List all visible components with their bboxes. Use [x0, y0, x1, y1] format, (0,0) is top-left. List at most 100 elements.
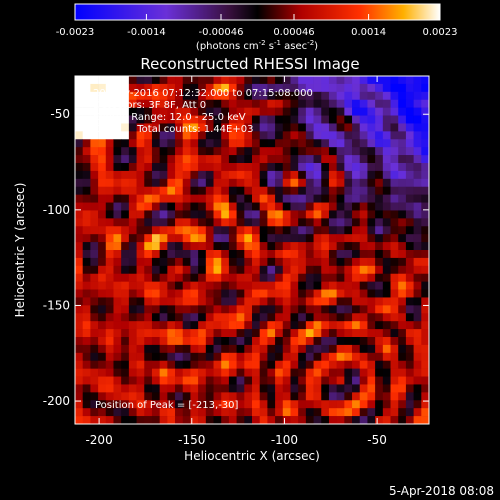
heatmap-image — [75, 76, 430, 425]
heatmap-cell — [182, 194, 191, 203]
heatmap-cell — [382, 170, 391, 180]
heatmap-cell — [105, 376, 114, 385]
heatmap-cell — [228, 257, 237, 267]
heatmap-cell — [228, 194, 237, 203]
heatmap-cell — [90, 400, 99, 409]
heatmap-cell — [190, 115, 199, 124]
heatmap-cell — [190, 344, 199, 354]
heatmap-cell — [105, 123, 114, 132]
heatmap-cell — [75, 289, 83, 298]
heatmap-cell — [328, 155, 337, 164]
heatmap-cell — [167, 218, 176, 227]
heatmap-cell — [267, 218, 276, 227]
heatmap-cell — [128, 155, 137, 164]
heatmap-cell — [252, 384, 260, 393]
heatmap-cell — [390, 313, 399, 322]
heatmap-cell — [182, 234, 191, 243]
heatmap-cell — [282, 297, 291, 306]
heatmap-cell — [159, 147, 168, 156]
heatmap-cell — [382, 337, 391, 346]
heatmap-cell — [228, 352, 237, 362]
heatmap-cell — [136, 400, 145, 409]
heatmap-cell — [382, 400, 391, 409]
heatmap-cell — [275, 376, 284, 385]
heatmap-cell — [151, 329, 160, 338]
heatmap-cell — [336, 107, 345, 116]
heatmap-cell — [205, 376, 214, 385]
heatmap-cell — [328, 321, 337, 330]
heatmap-cell — [305, 392, 314, 401]
heatmap-cell — [75, 313, 83, 322]
heatmap-cell — [167, 250, 176, 259]
heatmap-cell — [159, 210, 168, 219]
colorbar-tick-label: 0.0023 — [423, 27, 458, 38]
heatmap-cell — [259, 384, 268, 393]
heatmap-cell — [321, 337, 330, 346]
heatmap-cell — [144, 186, 153, 195]
heatmap-cell — [298, 273, 307, 282]
heatmap-cell — [167, 226, 176, 235]
heatmap-cell — [267, 313, 276, 322]
heatmap-cell — [352, 170, 361, 180]
heatmap-cell — [213, 265, 222, 275]
heatmap-cell — [398, 257, 407, 267]
heatmap-cell — [244, 305, 253, 314]
heatmap-cell — [398, 297, 407, 306]
heatmap-cell — [175, 376, 184, 385]
heatmap-cell — [221, 337, 230, 346]
heatmap-cell — [336, 242, 345, 251]
heatmap-cell — [367, 360, 376, 369]
heatmap-cell — [336, 265, 345, 275]
heatmap-cell — [282, 131, 291, 140]
heatmap-cell — [328, 329, 337, 338]
heatmap-cell — [328, 257, 337, 267]
heatmap-cell — [313, 416, 322, 425]
heatmap-cell — [105, 305, 114, 314]
heatmap-cell — [390, 368, 399, 377]
heatmap-cell — [398, 131, 407, 140]
heatmap-cell — [367, 99, 376, 108]
heatmap-cell — [282, 123, 291, 132]
heatmap-cell — [175, 416, 184, 425]
heatmap-cell — [328, 163, 337, 172]
heatmap-cell — [344, 234, 353, 243]
heatmap-cell — [198, 115, 207, 124]
heatmap-cell — [275, 115, 284, 124]
heatmap-cell — [375, 194, 384, 203]
heatmap-cell — [198, 257, 207, 267]
heatmap-cell — [413, 384, 422, 393]
heatmap-cell — [105, 107, 114, 116]
heatmap-cell — [305, 99, 314, 108]
heatmap-cell — [413, 234, 422, 243]
heatmap-cell — [98, 155, 107, 164]
heatmap-cell — [113, 344, 122, 354]
heatmap-cell — [167, 297, 176, 306]
heatmap-cell — [244, 226, 253, 235]
heatmap-cell — [205, 337, 214, 346]
heatmap-cell — [421, 234, 430, 243]
heatmap-cell — [305, 344, 314, 354]
heatmap-cell — [382, 368, 391, 377]
heatmap-cell — [213, 107, 222, 116]
heatmap-cell — [121, 257, 130, 267]
heatmap-cell — [175, 155, 184, 164]
heatmap-cell — [282, 83, 291, 93]
heatmap-cell — [421, 281, 430, 290]
heatmap-cell — [190, 321, 199, 330]
heatmap-cell — [190, 139, 199, 148]
heatmap-cell — [275, 281, 284, 290]
heatmap-cell — [267, 257, 276, 267]
heatmap-cell — [205, 384, 214, 393]
heatmap-cell — [336, 83, 345, 93]
heatmap-cell — [282, 115, 291, 124]
heatmap-cell — [144, 147, 153, 156]
heatmap-cell — [367, 297, 376, 306]
heatmap-cell — [305, 234, 314, 243]
heatmap-cell — [305, 202, 314, 211]
heatmap-cell — [259, 226, 268, 235]
heatmap-cell — [228, 218, 237, 227]
heatmap-cell — [144, 408, 153, 417]
heatmap-cell — [151, 186, 160, 195]
heatmap-cell — [344, 408, 353, 417]
heatmap-cell — [121, 194, 130, 203]
